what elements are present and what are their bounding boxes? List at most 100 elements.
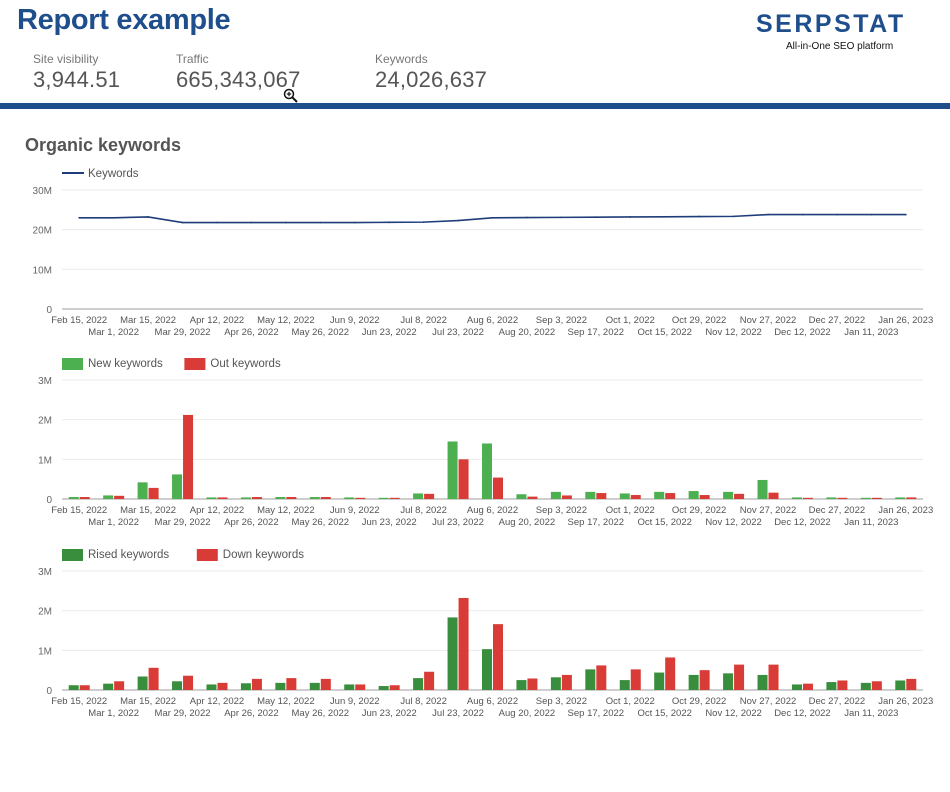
y-tick-label: 1M — [38, 646, 52, 657]
data-point — [250, 221, 253, 224]
metric-label: Site visibility — [33, 52, 99, 66]
bar — [286, 678, 297, 690]
x-tick-label: Mar 1, 2022 — [88, 708, 139, 719]
zoom-in-icon[interactable] — [283, 88, 299, 104]
bar — [137, 676, 148, 690]
page-title: Report example — [17, 4, 231, 36]
bar — [619, 680, 630, 690]
bar — [217, 682, 228, 690]
bar — [757, 479, 768, 499]
legend-label: Out keywords — [210, 358, 281, 370]
bar — [389, 685, 400, 690]
bar — [699, 495, 710, 499]
data-point — [560, 216, 563, 219]
x-tick-label: Sep 3, 2022 — [536, 505, 587, 516]
x-tick-label: Mar 1, 2022 — [88, 327, 139, 338]
metric-label: Traffic — [176, 52, 209, 66]
bar — [906, 678, 917, 690]
x-tick-label: Aug 20, 2022 — [499, 517, 556, 528]
bar — [734, 664, 745, 690]
bar — [871, 497, 882, 499]
data-point — [801, 213, 804, 216]
legend-label: Rised keywords — [88, 549, 169, 561]
bar — [665, 493, 676, 499]
legend-label: Down keywords — [223, 549, 304, 561]
bar — [447, 617, 458, 690]
bar — [654, 672, 665, 690]
x-tick-label: May 12, 2022 — [257, 315, 315, 326]
x-tick-label: Mar 1, 2022 — [88, 517, 139, 528]
bar — [344, 497, 355, 499]
bar — [320, 497, 331, 499]
x-tick-label: Apr 12, 2022 — [190, 505, 244, 516]
data-point — [594, 216, 597, 219]
data-point — [904, 213, 907, 216]
x-tick-label: Apr 26, 2022 — [224, 327, 278, 338]
x-tick-label: Oct 29, 2022 — [672, 696, 726, 707]
bar — [172, 474, 183, 499]
bar — [482, 443, 492, 499]
bar — [447, 441, 458, 499]
x-tick-label: May 12, 2022 — [257, 505, 315, 516]
x-tick-label: Nov 27, 2022 — [740, 505, 797, 516]
x-tick-label: Jan 11, 2023 — [844, 517, 898, 528]
bar — [837, 680, 848, 690]
legend-swatch — [62, 549, 83, 561]
brand-logo: SERPSTAT All-in-One SEO platform — [752, 10, 903, 52]
data-point — [836, 213, 838, 216]
x-tick-label: Jun 9, 2022 — [330, 505, 380, 516]
bar — [183, 414, 194, 499]
bar — [68, 685, 79, 690]
x-tick-label: Dec 12, 2022 — [774, 708, 831, 719]
bar — [596, 493, 607, 499]
bar — [103, 495, 114, 499]
rised-down-keywords-bar-chart: 0 1M 2M 3M Rised keywords Down keywords Feb 15… — [38, 549, 933, 719]
x-tick-label: Mar 29, 2022 — [155, 517, 211, 528]
x-tick-label: Sep 17, 2022 — [568, 708, 625, 719]
data-point — [732, 215, 735, 218]
bar — [895, 680, 906, 690]
new-out-keywords-bar-chart: 0 1M 2M 3M New keywords Out keywords Feb 15, 2… — [38, 358, 933, 528]
x-tick-label: Oct 29, 2022 — [672, 505, 726, 516]
bar — [137, 482, 148, 499]
x-tick-label: Jul 8, 2022 — [400, 315, 446, 326]
x-tick-label: Oct 1, 2022 — [606, 696, 655, 707]
bar — [791, 684, 802, 690]
y-tick-label: 3M — [38, 376, 52, 387]
bar — [458, 459, 469, 499]
x-tick-label: Dec 27, 2022 — [809, 696, 866, 707]
bar — [206, 684, 217, 690]
bar — [527, 678, 538, 690]
x-tick-label: Jan 26, 2023 — [878, 505, 933, 516]
y-tick-label: 20M — [33, 226, 52, 237]
data-point — [870, 213, 873, 216]
legend-label: New keywords — [88, 358, 163, 370]
bar — [251, 497, 262, 499]
x-tick-label: Nov 12, 2022 — [705, 517, 762, 528]
bar — [355, 497, 366, 499]
y-tick-label: 2M — [38, 607, 52, 618]
x-tick-label: Jun 23, 2022 — [362, 327, 417, 338]
y-tick-label: 1M — [38, 455, 52, 466]
bar — [768, 664, 779, 690]
bar — [114, 495, 125, 499]
data-point — [319, 221, 322, 224]
metric-site-visibility: Site visibility 3,944.51 — [33, 52, 120, 93]
metric-value: 3,944.51 — [33, 67, 121, 92]
header-divider — [0, 103, 950, 109]
x-tick-label: Dec 27, 2022 — [809, 315, 866, 326]
x-tick-label: Jul 8, 2022 — [400, 505, 446, 516]
bar — [688, 674, 699, 690]
bar — [482, 649, 492, 690]
bar — [389, 497, 400, 499]
bar — [240, 497, 251, 499]
data-point — [388, 221, 391, 224]
metric-value: 665,343,067 — [176, 67, 301, 92]
y-tick-label: 2M — [38, 416, 52, 427]
data-point — [457, 219, 459, 222]
bar — [802, 683, 813, 690]
data-point — [147, 216, 150, 218]
bar — [550, 491, 561, 499]
metric-value: 24,026,637 — [375, 67, 488, 92]
